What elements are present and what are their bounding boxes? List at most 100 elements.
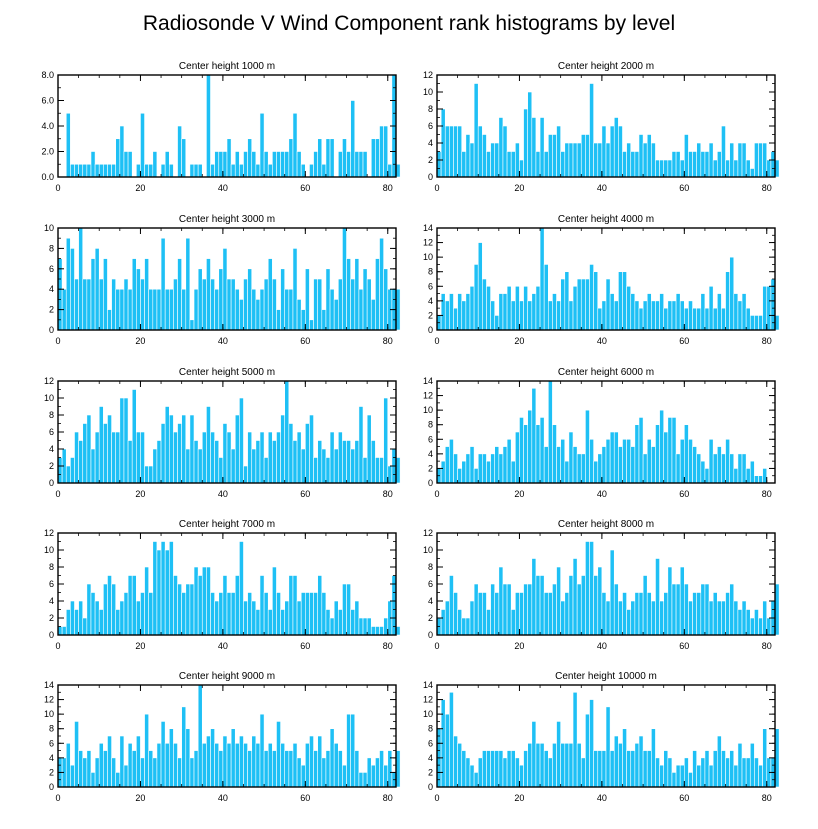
histogram-bar (305, 423, 310, 484)
histogram-bar (556, 446, 561, 484)
histogram-bar (444, 125, 450, 178)
x-tick-label: 80 (762, 183, 772, 193)
histogram-bar (679, 566, 685, 636)
histogram-bar (552, 424, 557, 484)
histogram-bar (585, 134, 590, 178)
histogram-bar (725, 438, 730, 484)
histogram-bar (568, 742, 574, 788)
histogram-bar (370, 299, 376, 331)
histogram-bar (729, 256, 735, 331)
x-tick-label: 0 (55, 489, 60, 499)
histogram-bar (214, 440, 220, 484)
histogram-bar (688, 600, 693, 636)
histogram-bar (510, 300, 516, 331)
histogram-bar (469, 446, 475, 484)
y-tick-label: 8 (49, 724, 54, 734)
histogram-bar (461, 460, 467, 484)
histogram-bar (712, 453, 718, 484)
histogram-bar (160, 163, 166, 178)
y-tick-label: 12 (423, 238, 433, 248)
y-tick-label: 10 (423, 405, 433, 415)
histogram-bar (140, 431, 145, 484)
y-tick-label: 6 (428, 434, 433, 444)
histogram-bar (214, 288, 220, 331)
histogram-bar (197, 448, 203, 484)
histogram-bar (651, 446, 656, 484)
histogram-bar (239, 299, 244, 331)
y-tick-label: 4 (49, 596, 54, 606)
histogram-bar (576, 742, 582, 788)
histogram-bar (601, 300, 607, 331)
histogram-panel: Center height 7000 m 0 2 4 6 8 10 12 0 20 40 60 80 (44, 519, 401, 651)
histogram-bar (251, 600, 257, 636)
histogram-bar (107, 414, 112, 484)
histogram-bar (605, 600, 611, 636)
histogram-bar (251, 288, 257, 331)
histogram-bar (350, 100, 356, 178)
histogram-bar (292, 112, 298, 178)
y-tick-label: 0 (428, 630, 433, 640)
histogram-bar (177, 125, 182, 178)
histogram-bar (758, 764, 763, 788)
histogram-bar (251, 735, 257, 788)
x-tick-label: 80 (383, 489, 393, 499)
histogram-panel: Center height 6000 m 0 2 4 6 8 10 12 14 0 20 40 60 80 (423, 367, 776, 499)
histogram-bar (642, 575, 648, 636)
histogram-bar (206, 258, 211, 331)
histogram-bar (729, 453, 735, 484)
y-tick-label: 12 (423, 391, 433, 401)
histogram-bar (646, 293, 652, 331)
histogram-bar (655, 300, 660, 331)
histogram-bar (267, 742, 273, 788)
histogram-bar (473, 83, 479, 178)
histogram-bar (210, 728, 215, 788)
x-tick-label: 40 (218, 641, 228, 651)
histogram-bar (226, 278, 232, 331)
histogram-bar (375, 138, 380, 178)
histogram-bar (115, 609, 121, 636)
histogram-bar (609, 549, 615, 636)
y-tick-label: 6 (49, 738, 54, 748)
y-tick-label: 2 (49, 613, 54, 623)
histogram-bar (659, 764, 665, 788)
histogram-bar (164, 406, 170, 484)
x-tick-label: 80 (762, 336, 772, 346)
histogram-bar (300, 163, 306, 178)
histogram-bar (766, 617, 772, 636)
histogram-bar (634, 424, 640, 484)
y-tick-label: 4 (49, 444, 54, 454)
histogram-bar (350, 278, 356, 331)
histogram-bar (280, 609, 286, 636)
x-tick-label: 80 (383, 183, 393, 193)
histogram-bar (354, 151, 360, 178)
histogram-bar (144, 163, 149, 178)
histogram-bar (90, 592, 96, 636)
histogram-bar (333, 600, 339, 636)
y-tick-label: 2 (428, 155, 433, 165)
histogram-bar (564, 742, 570, 788)
histogram-bar (123, 151, 129, 178)
histogram-bar (469, 764, 475, 788)
histogram-bar (638, 735, 644, 788)
histogram-bar (671, 772, 677, 788)
histogram-bar (136, 163, 141, 178)
histogram-bar (572, 142, 578, 178)
y-tick-label: 10 (44, 223, 54, 233)
histogram-bar (218, 750, 224, 788)
histogram-bar (539, 417, 545, 484)
histogram-bar (90, 772, 96, 788)
histogram-bar (86, 414, 92, 484)
histogram-bar (539, 227, 545, 331)
histogram-bar (655, 159, 660, 178)
histogram-bar (168, 163, 174, 178)
histogram-bar (613, 583, 619, 636)
histogram-bar (704, 750, 710, 788)
y-tick-label: 8.0 (41, 70, 54, 80)
histogram-bar (766, 159, 772, 178)
histogram-bar (226, 592, 232, 636)
histogram-bar (486, 285, 491, 331)
x-tick-label: 20 (514, 336, 524, 346)
y-tick-label: 4 (428, 138, 433, 148)
histogram-bar (234, 575, 240, 636)
